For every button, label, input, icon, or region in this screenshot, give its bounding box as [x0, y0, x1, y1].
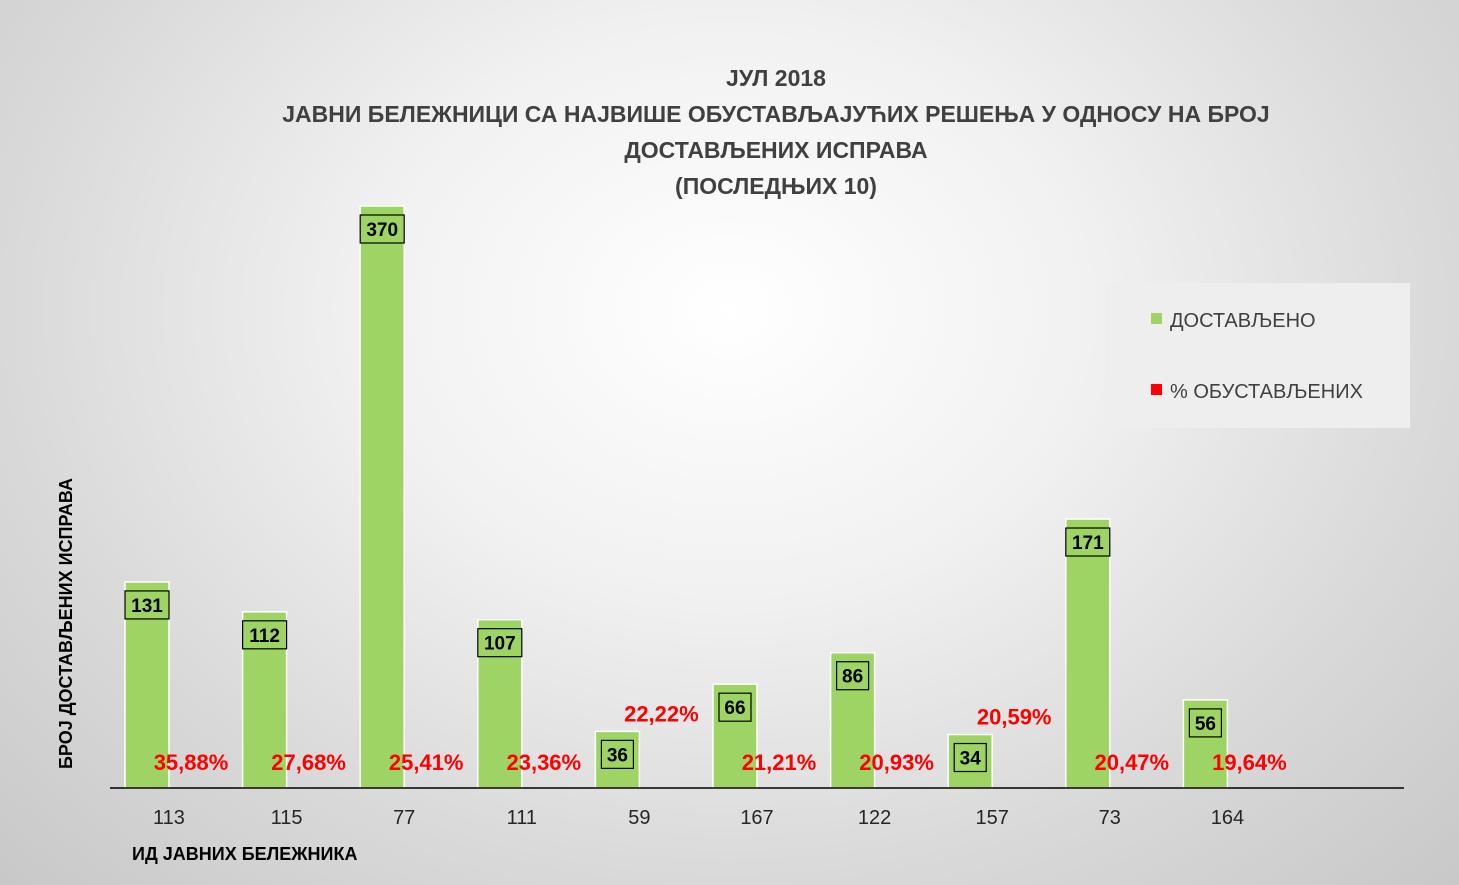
- chart-title-line-1: ЈУЛ 2018: [726, 65, 826, 91]
- value-label-73: 171: [1072, 533, 1104, 554]
- value-label-box-113: [124, 590, 170, 620]
- y-axis-title: БРОЈ ДОСТАВЉЕНИХ ИСПРАВА: [56, 478, 76, 769]
- value-label-111: 107: [484, 634, 516, 655]
- chart-title: ЈУЛ 2018 ЈАВНИ БЕЛЕЖНИЦИ СА НАЈВИШЕ ОБУСТ…: [282, 65, 1269, 199]
- bar-73: [1065, 518, 1111, 789]
- value-label-box-115: [242, 620, 288, 650]
- x-tick-111: 111: [507, 807, 537, 829]
- value-label-115: 112: [249, 626, 280, 647]
- percent-label-77: 25,41%: [389, 750, 464, 775]
- percent-label-59: 22,22%: [624, 701, 699, 726]
- value-label-box-164: [1188, 708, 1223, 738]
- value-label-157: 34: [960, 749, 982, 770]
- value-label-box-157: [953, 742, 987, 773]
- percent-label-157: 20,59%: [977, 705, 1052, 730]
- x-tick-164: 164: [1211, 807, 1244, 829]
- x-tick-77: 77: [393, 807, 415, 829]
- x-tick-labels: 113 115 77 111 59 167 122 157 73 164: [153, 807, 1244, 829]
- value-label-box-167: [718, 692, 752, 722]
- value-label-box-111: [477, 628, 523, 658]
- x-tick-122: 122: [858, 807, 891, 829]
- value-label-164: 56: [1195, 714, 1216, 735]
- value-label-167: 66: [724, 698, 745, 719]
- percent-label-111: 23,36%: [506, 750, 581, 775]
- x-tick-73: 73: [1099, 807, 1121, 829]
- value-label-122: 86: [842, 667, 863, 688]
- value-label-77: 370: [366, 220, 398, 241]
- legend-box: [1105, 283, 1410, 428]
- x-tick-167: 167: [740, 807, 773, 829]
- legend-swatch-delivered: [1151, 313, 1162, 324]
- value-label-box-122: [835, 661, 870, 691]
- x-tick-59: 59: [628, 807, 650, 829]
- bar-77: [359, 205, 405, 789]
- x-tick-157: 157: [976, 807, 1009, 829]
- x-axis-title: ИД ЈАВНИХ БЕЛЕЖНИКА: [132, 844, 357, 864]
- chart-title-line-4: (ПОСЛЕДЊИХ 10): [675, 173, 877, 199]
- value-label-113: 131: [131, 596, 163, 617]
- legend: ДОСТАВЉЕНО % ОБУСТАВЉЕНИХ: [1105, 283, 1410, 428]
- percent-labels: 35,88% 27,68% 25,41% 23,36% 22,22% 21,21% 20,9…: [154, 701, 1287, 775]
- value-label-box-59: [600, 739, 635, 769]
- legend-label-suspended: % ОБУСТАВЉЕНИХ: [1170, 381, 1363, 403]
- percent-label-115: 27,68%: [271, 750, 346, 775]
- chart-title-line-2: ЈАВНИ БЕЛЕЖНИЦИ СА НАЈВИШЕ ОБУСТАВЉАЈУЋИ…: [282, 101, 1269, 127]
- percent-label-113: 35,88%: [154, 750, 229, 775]
- value-label-box-77: [359, 214, 405, 244]
- value-label-59: 36: [607, 745, 628, 766]
- value-labels: 131 112 370 107 36 66 86 34 171 56: [124, 214, 1223, 773]
- legend-label-delivered: ДОСТАВЉЕНО: [1170, 310, 1316, 332]
- percent-label-164: 19,64%: [1212, 750, 1287, 775]
- x-tick-113: 113: [153, 807, 185, 829]
- chart-title-line-3: ДОСТАВЉЕНИХ ИСПРАВА: [624, 137, 927, 163]
- x-tick-115: 115: [271, 807, 303, 829]
- value-label-box-73: [1065, 527, 1111, 557]
- percent-label-73: 20,47%: [1094, 750, 1169, 775]
- percent-label-167: 21,21%: [742, 750, 817, 775]
- legend-swatch-suspended: [1151, 384, 1162, 395]
- percent-label-122: 20,93%: [859, 750, 934, 775]
